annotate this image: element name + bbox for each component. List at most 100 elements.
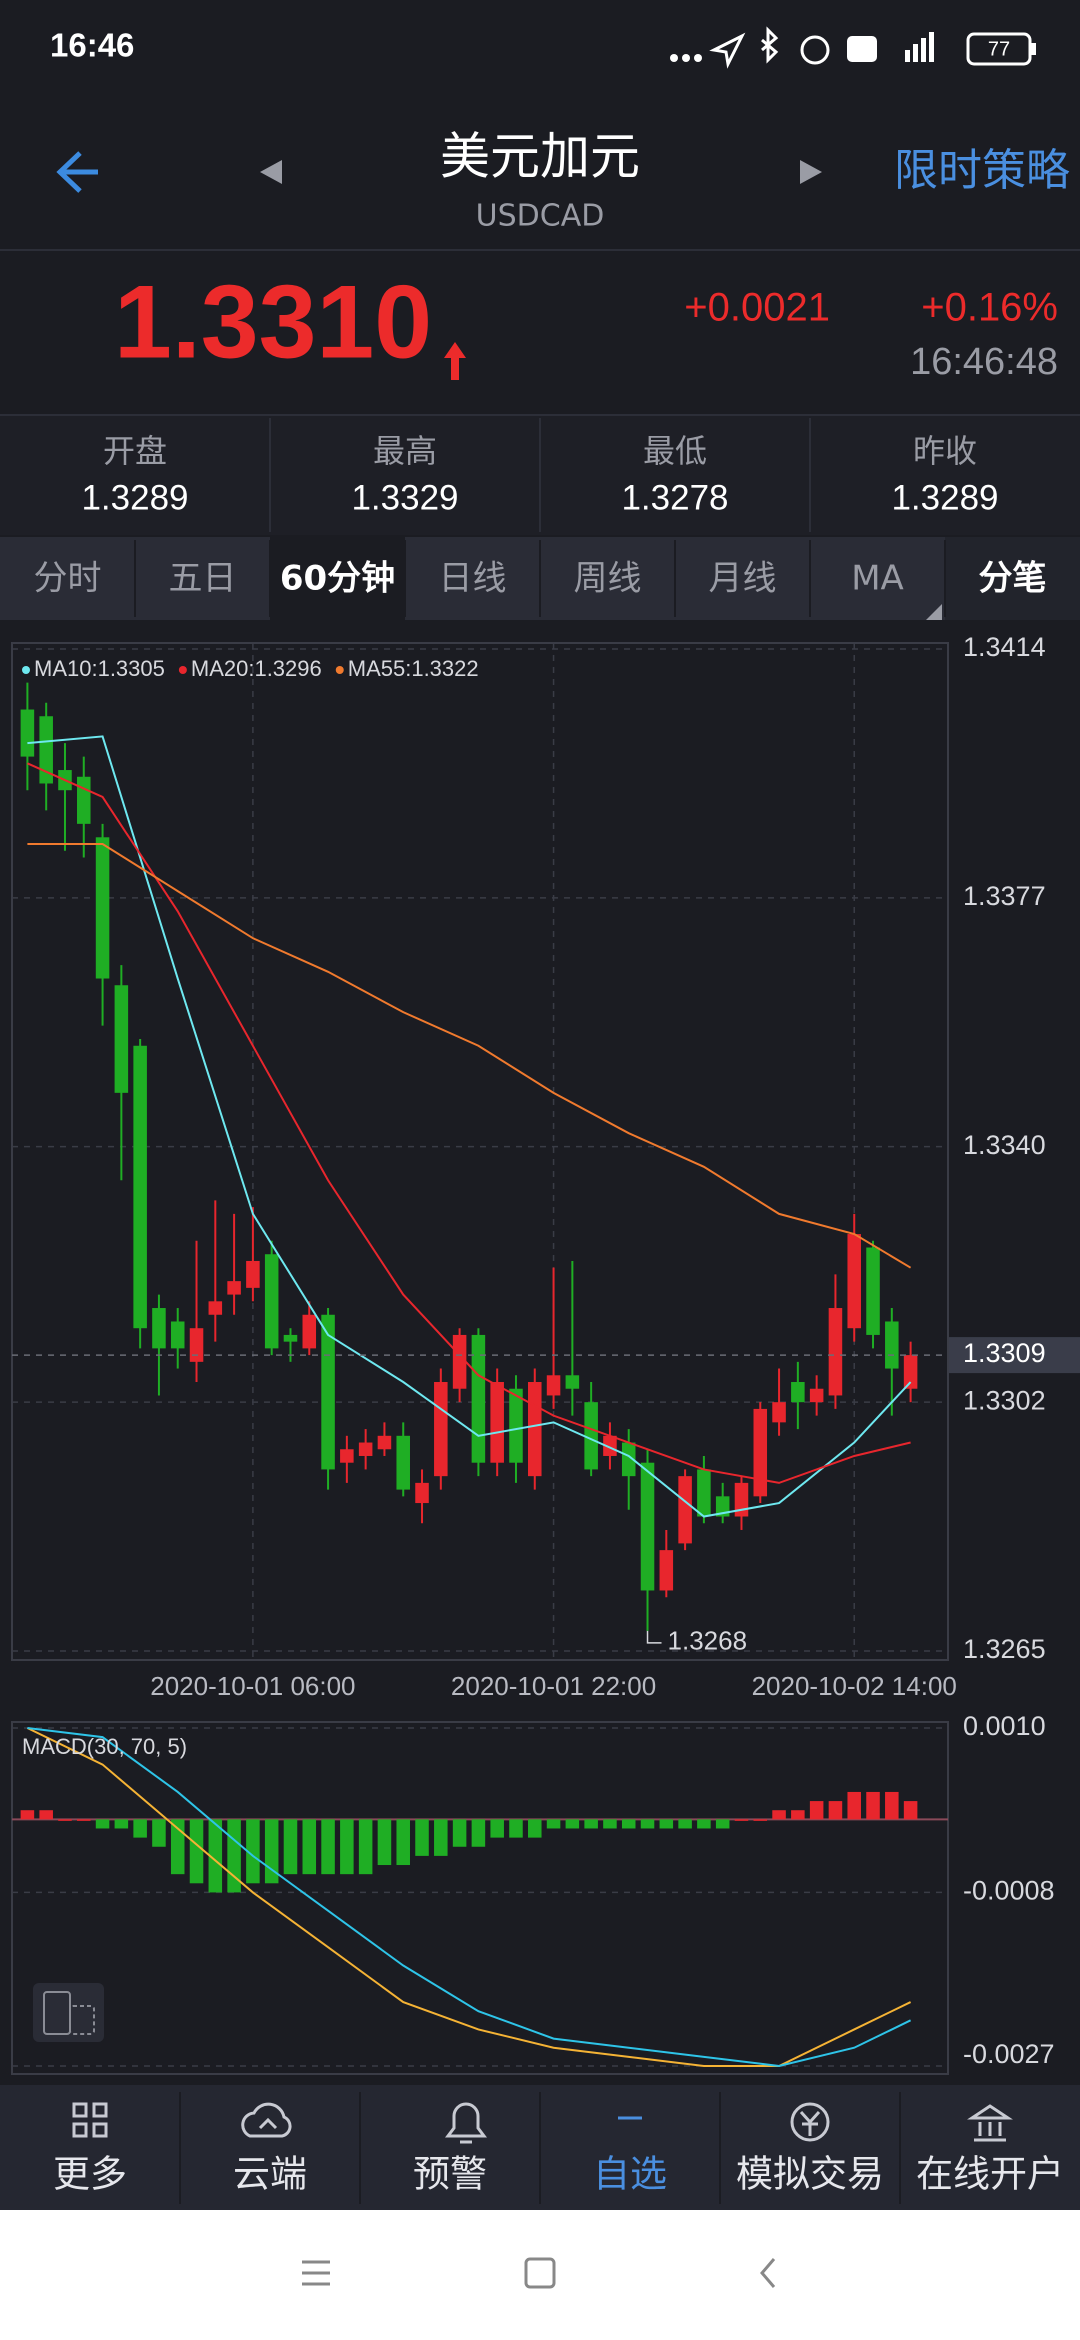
candle-body bbox=[189, 1328, 204, 1362]
legend-label: MA10:1.3305 bbox=[34, 656, 165, 681]
nav-item[interactable]: 模拟交易 bbox=[736, 2153, 884, 2196]
tab[interactable]: 周线 bbox=[574, 559, 642, 599]
candle-body bbox=[114, 985, 129, 1093]
header-title: 美元加元 bbox=[440, 128, 640, 186]
macd-bar bbox=[753, 1819, 768, 1821]
candle-body bbox=[697, 1469, 711, 1517]
x-tick-label: 2020-10-01 22:00 bbox=[451, 1671, 656, 1701]
candle-body bbox=[603, 1435, 617, 1456]
system-nav-buttons[interactable] bbox=[302, 2257, 776, 2289]
y-tick-label: -0.0008 bbox=[963, 1876, 1055, 1906]
candle-body bbox=[546, 1375, 561, 1396]
macd-bar bbox=[246, 1819, 260, 1884]
candle-body bbox=[847, 1234, 861, 1329]
macd-bar bbox=[208, 1819, 223, 1893]
legend-marker bbox=[22, 666, 30, 674]
tab-menu-indicator bbox=[926, 604, 942, 620]
macd-bar bbox=[133, 1819, 147, 1838]
macd-bar bbox=[678, 1819, 692, 1829]
candle-body bbox=[396, 1435, 410, 1490]
y-tick-label: -0.0027 bbox=[963, 2039, 1055, 2069]
macd-bar bbox=[114, 1819, 129, 1829]
candle-body bbox=[77, 776, 91, 824]
macd-bar bbox=[77, 1819, 91, 1821]
macd-bar bbox=[697, 1819, 711, 1829]
macd-bar bbox=[358, 1819, 373, 1875]
stat-value: 1.3329 bbox=[351, 478, 458, 517]
system-nav bbox=[0, 2210, 1080, 2340]
tab[interactable]: 日线 bbox=[439, 559, 507, 599]
y-tick-label: 1.3414 bbox=[963, 632, 1046, 662]
macd-bar bbox=[340, 1819, 354, 1875]
macd-chart-frame bbox=[11, 1721, 949, 2075]
ma-line bbox=[27, 843, 912, 1269]
prev-button[interactable] bbox=[260, 160, 282, 184]
macd-bar bbox=[170, 1819, 185, 1875]
stat-value: 1.3278 bbox=[621, 478, 728, 517]
stat-label: 最高 bbox=[373, 432, 437, 470]
candle-body bbox=[471, 1334, 486, 1463]
macd-bar bbox=[603, 1819, 617, 1829]
y-tick-label: 1.3340 bbox=[963, 1130, 1046, 1160]
stat-label: 昨收 bbox=[913, 432, 977, 470]
strategy-link[interactable]: 限时策略 bbox=[894, 145, 1070, 196]
legend-marker bbox=[335, 666, 344, 674]
status-time: 16:46 bbox=[50, 27, 134, 64]
y-tick-label: 1.3377 bbox=[963, 881, 1046, 911]
rotate-button[interactable] bbox=[33, 1983, 104, 2042]
next-button[interactable] bbox=[800, 160, 822, 184]
ma-line bbox=[26, 762, 911, 1484]
candle-body bbox=[490, 1382, 504, 1463]
macd-bar bbox=[659, 1819, 674, 1829]
candle-body bbox=[133, 1045, 147, 1329]
tab[interactable]: 分时 bbox=[34, 559, 102, 599]
tab-highlight bbox=[945, 537, 1080, 620]
nav-item[interactable]: 更多 bbox=[53, 2153, 127, 2196]
candle-body bbox=[866, 1247, 880, 1335]
macd-bar bbox=[490, 1819, 504, 1838]
y-tick-label: 1.3265 bbox=[963, 1634, 1046, 1664]
tab[interactable]: 月线 bbox=[709, 559, 777, 599]
last-price-box bbox=[949, 1337, 1080, 1374]
candle-body bbox=[734, 1482, 749, 1517]
macd-title: MACD(30, 70, 5) bbox=[22, 1734, 187, 1759]
macd-bar bbox=[621, 1819, 636, 1829]
candle-body bbox=[246, 1260, 260, 1288]
macd-bar bbox=[828, 1801, 843, 1820]
tab[interactable]: 分笔 bbox=[979, 559, 1047, 599]
candle-body bbox=[95, 837, 110, 979]
candle-body bbox=[227, 1281, 241, 1295]
back-button[interactable] bbox=[56, 151, 98, 193]
macd-bar bbox=[20, 1810, 35, 1820]
nav-item[interactable]: 预警 bbox=[413, 2153, 487, 2196]
tab[interactable]: 五日 bbox=[169, 559, 237, 599]
macd-bar bbox=[302, 1819, 317, 1875]
macd-bar bbox=[471, 1819, 486, 1847]
low-pointer bbox=[646, 1630, 662, 1644]
x-tick-label: 2020-10-02 14:00 bbox=[752, 1671, 957, 1701]
nav-item[interactable]: 自选 bbox=[593, 2153, 667, 2196]
legend-label: MA20:1.3296 bbox=[191, 656, 322, 681]
macd-bar bbox=[95, 1819, 110, 1829]
nav-item[interactable]: 在线开户 bbox=[916, 2153, 1064, 2196]
candle-body bbox=[772, 1402, 786, 1423]
candle-body bbox=[264, 1254, 279, 1349]
macd-bar bbox=[809, 1801, 824, 1820]
candle-body bbox=[903, 1355, 918, 1389]
macd-bar bbox=[415, 1819, 429, 1856]
tab[interactable]: MA bbox=[851, 559, 904, 599]
candle-body bbox=[152, 1308, 166, 1349]
tab[interactable]: 60分钟 bbox=[280, 559, 395, 599]
macd-bar bbox=[434, 1819, 448, 1856]
candle-body bbox=[170, 1321, 185, 1349]
ma-line bbox=[27, 735, 912, 1518]
last-price: 1.3310 bbox=[114, 264, 432, 380]
legend-label: MA55:1.3322 bbox=[348, 656, 479, 681]
y-tick-label: 0.0010 bbox=[963, 1711, 1046, 1741]
macd-bar bbox=[903, 1801, 918, 1820]
battery-level: 77 bbox=[988, 38, 1010, 60]
candle-body bbox=[791, 1382, 805, 1403]
candle-body bbox=[528, 1382, 542, 1477]
nav-item[interactable]: 云端 bbox=[233, 2153, 307, 2196]
